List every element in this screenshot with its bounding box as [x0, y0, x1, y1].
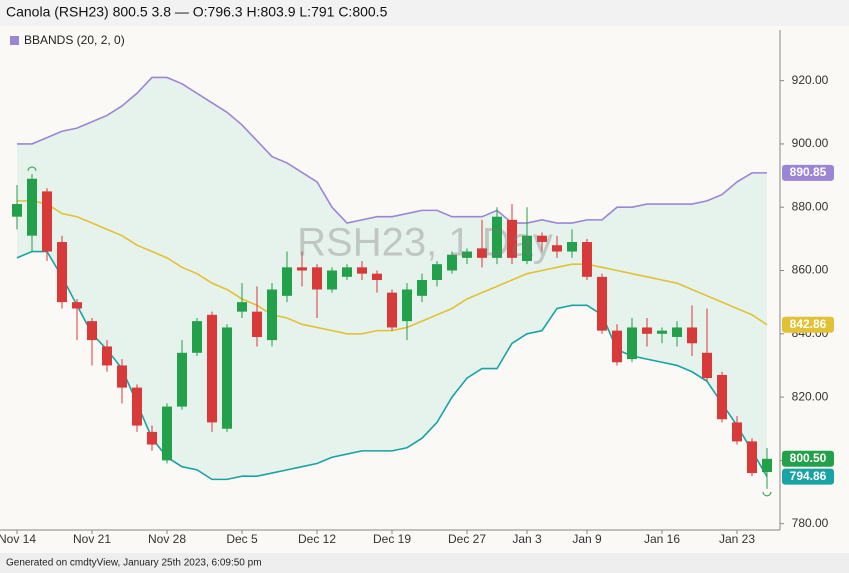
x-tick-label: Dec 27	[448, 532, 486, 546]
value-label: 890.85	[790, 165, 827, 179]
header-bar	[0, 0, 849, 26]
band-line	[17, 200, 768, 335]
candle-body	[762, 458, 772, 473]
y-tick-label: 920.00	[792, 73, 829, 87]
candle-body	[72, 302, 82, 309]
chart-title: Canola (RSH23) 800.5 3.8 — O:796.3 H:803…	[6, 4, 388, 20]
candle-body	[252, 311, 262, 337]
band-fill	[17, 77, 767, 480]
candle-body	[192, 321, 202, 353]
candle-body	[237, 302, 247, 312]
low-marker	[762, 491, 772, 497]
candle-body	[387, 292, 397, 328]
candle-body	[612, 330, 622, 363]
x-tick-label: Jan 23	[719, 532, 755, 546]
candle-body	[702, 352, 712, 379]
candle-body	[582, 242, 592, 277]
x-tick-label: Nov 14	[0, 532, 36, 546]
candle-body	[417, 280, 427, 296]
candle-body	[567, 242, 577, 252]
candle-body	[297, 267, 307, 271]
y-tick-label: 860.00	[792, 263, 829, 277]
candle-body	[522, 235, 532, 262]
candle-body	[747, 441, 757, 474]
candle-body	[477, 248, 487, 258]
y-tick-label: 880.00	[792, 199, 829, 213]
candle-body	[132, 387, 142, 426]
candle-body	[282, 267, 292, 296]
candle-body	[177, 352, 187, 407]
value-label: 800.50	[790, 451, 827, 465]
band-line	[17, 76, 767, 224]
value-label-box	[782, 164, 834, 181]
candle-body	[492, 216, 502, 258]
candle-body	[507, 219, 517, 258]
candle-body	[207, 314, 217, 423]
candle-body	[222, 327, 232, 429]
candle-body	[147, 431, 157, 445]
x-tick-label: Dec 5	[226, 532, 258, 546]
candle-body	[27, 178, 37, 236]
candle-body	[102, 346, 112, 366]
value-label-box	[782, 450, 834, 467]
x-tick-label: Nov 21	[73, 532, 111, 546]
legend-label: BBANDS (20, 2, 0)	[24, 33, 125, 47]
legend-swatch	[10, 36, 19, 45]
candle-body	[432, 264, 442, 280]
candle-body	[657, 330, 667, 334]
x-tick-label: Nov 28	[148, 532, 186, 546]
candle-body	[87, 321, 97, 341]
y-tick-label: 780.00	[792, 516, 829, 530]
candle-body	[57, 242, 67, 303]
candle-body	[732, 422, 742, 442]
high-marker	[27, 166, 37, 172]
x-tick-label: Jan 9	[572, 532, 602, 546]
x-tick-label: Jan 16	[644, 532, 680, 546]
value-label-box	[782, 468, 834, 485]
candle-body	[162, 406, 172, 461]
plot-area	[0, 30, 784, 534]
y-tick-label: 820.00	[792, 389, 829, 403]
value-label: 842.86	[790, 317, 827, 331]
candle-body	[597, 276, 607, 331]
watermark: RSH23, 1 Day	[297, 221, 553, 265]
candle-body	[267, 289, 277, 341]
candle-body	[672, 327, 682, 337]
candle-body	[462, 251, 472, 258]
footer-text: Generated on cmdtyView, January 25th 202…	[6, 558, 262, 569]
candle-body	[552, 245, 562, 252]
candle-body	[627, 327, 637, 360]
candle-body	[357, 267, 367, 274]
candle-body	[117, 365, 127, 388]
candle-body	[42, 191, 52, 252]
candle-body	[537, 235, 547, 243]
x-tick-label: Dec 19	[373, 532, 411, 546]
candle-body	[327, 270, 337, 290]
x-tick-label: Jan 3	[512, 532, 542, 546]
candle-body	[642, 327, 652, 334]
candle-body	[402, 289, 412, 322]
candle-body	[687, 327, 697, 344]
candle-body	[312, 267, 322, 290]
value-label: 794.86	[790, 469, 827, 483]
value-label-box	[782, 316, 834, 333]
candle-body	[372, 273, 382, 280]
x-tick-label: Dec 12	[298, 532, 336, 546]
y-tick-label: 900.00	[792, 136, 829, 150]
candle-body	[447, 254, 457, 271]
candle-body	[717, 374, 727, 420]
candle-body	[12, 204, 22, 217]
footer-bar	[0, 553, 849, 573]
candle-body	[342, 267, 352, 277]
